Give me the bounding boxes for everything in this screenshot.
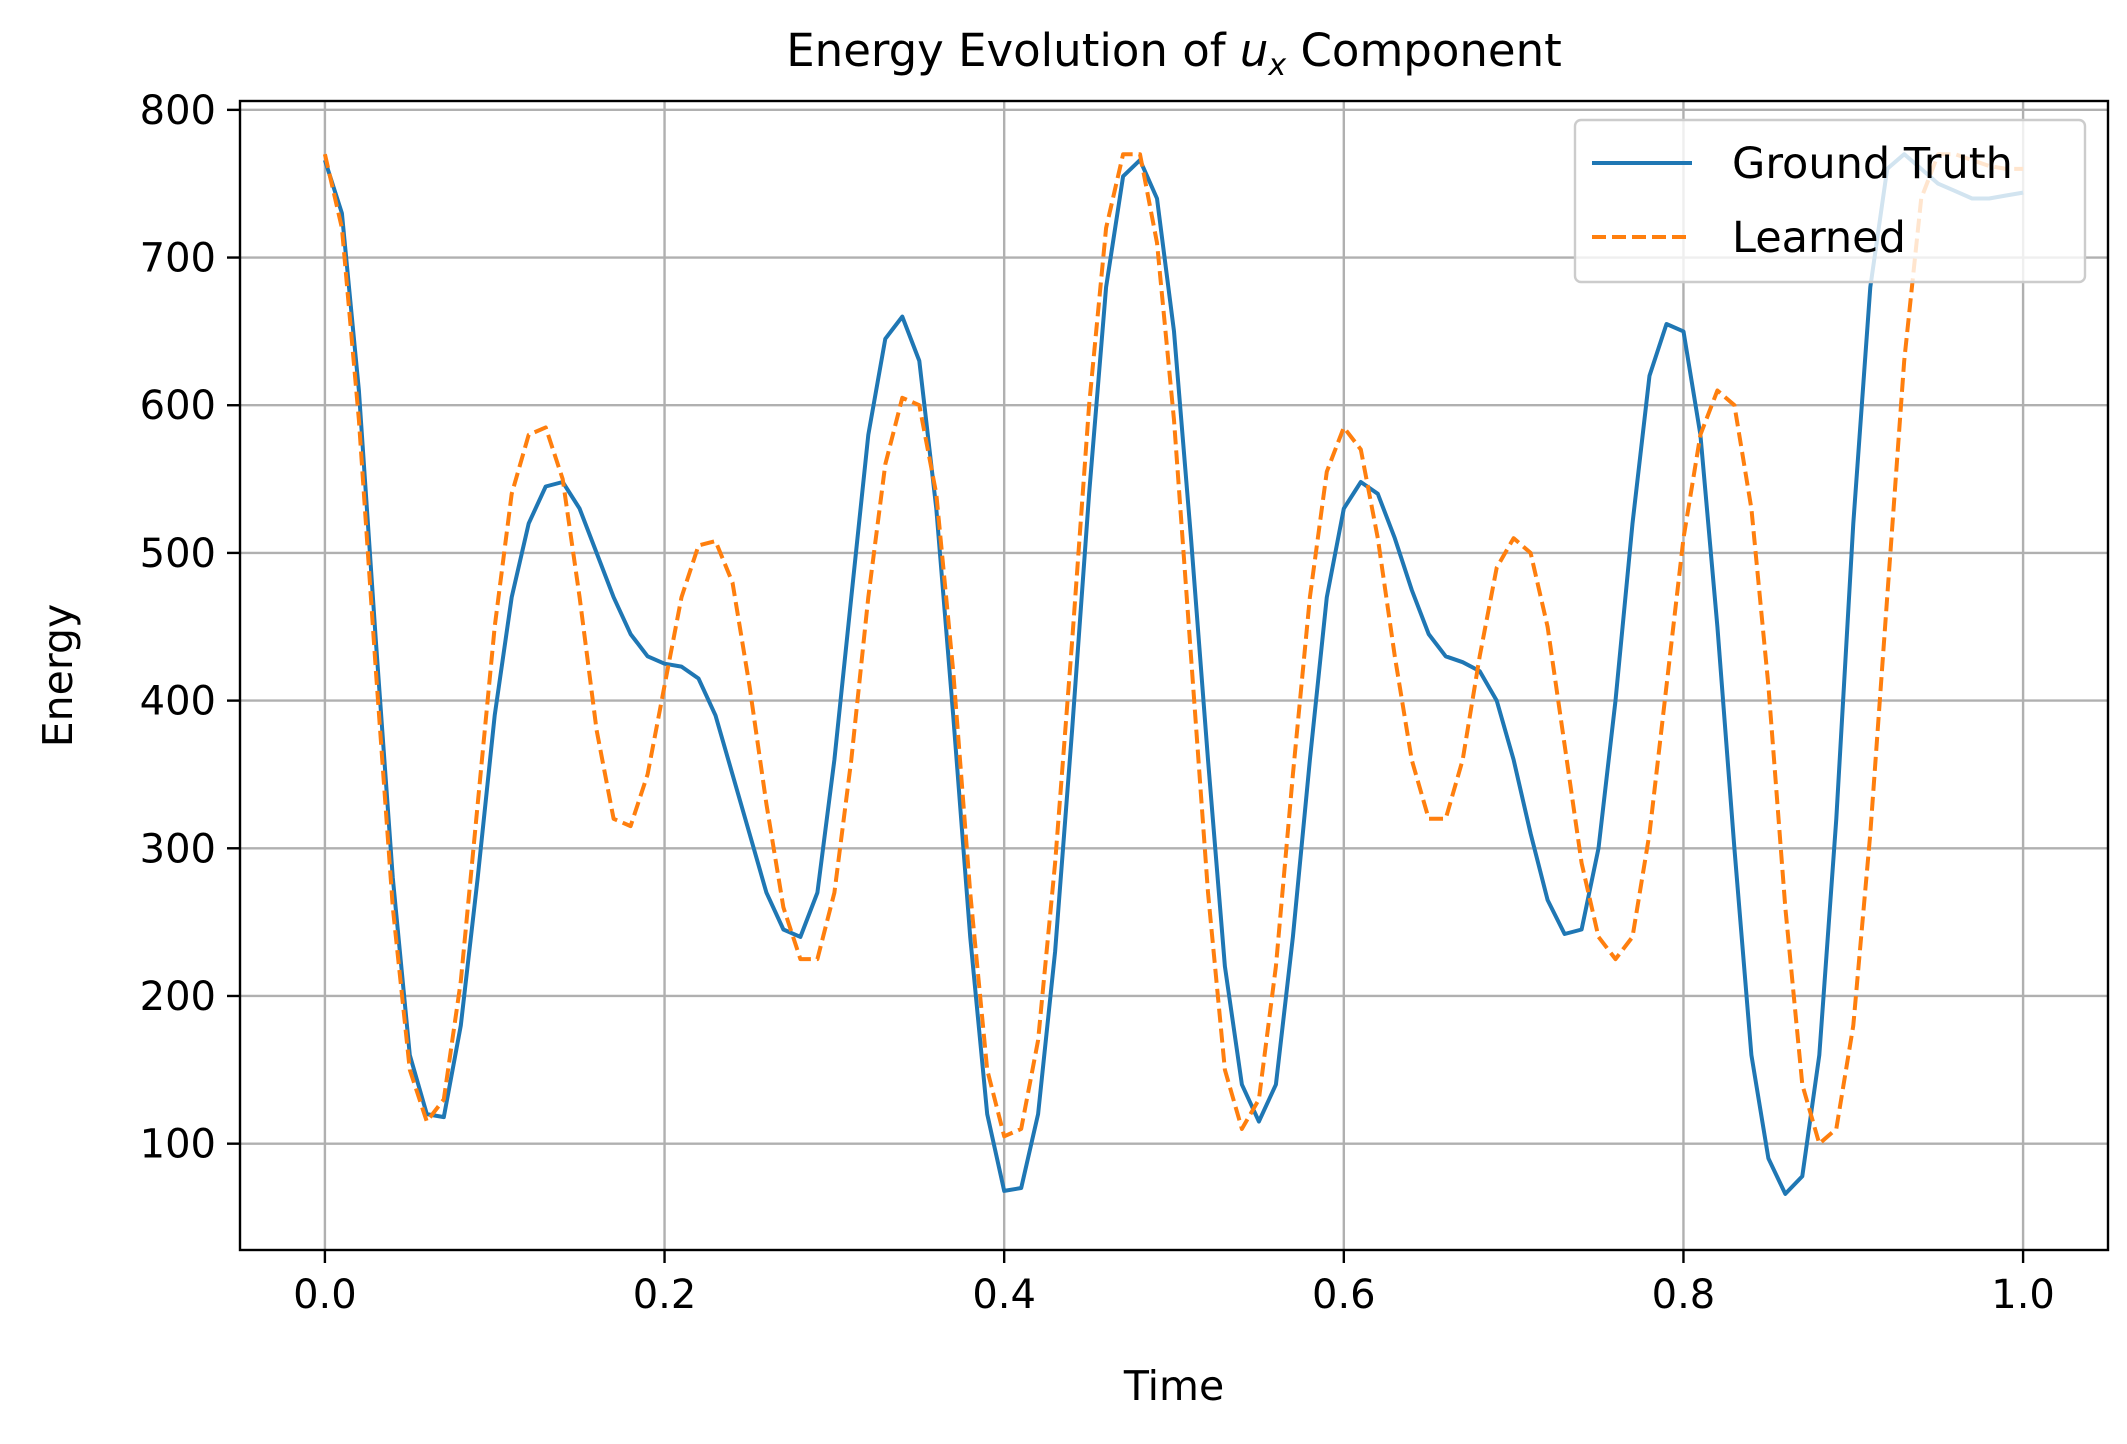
- y-tick-label: 500: [140, 531, 216, 577]
- legend-label-ground-truth: Ground Truth: [1732, 139, 2013, 189]
- title-suffix: Component: [1286, 24, 1562, 77]
- x-tick-label: 0.4: [972, 1272, 1036, 1318]
- title-prefix: Energy Evolution of: [786, 24, 1240, 77]
- y-tick-label: 200: [140, 974, 216, 1020]
- y-tick-label: 800: [140, 88, 216, 134]
- legend-label-learned: Learned: [1732, 213, 1906, 263]
- legend: Ground Truth Learned: [1573, 118, 2087, 284]
- y-tick-label: 600: [140, 383, 216, 429]
- x-axis-label: Time: [1123, 1362, 1224, 1410]
- axis-ticks: 0.0 0.2 0.4 0.6 0.8 1.0 100 200 300 400 500 600 700 8…: [140, 88, 2055, 1318]
- legend-box: [1573, 118, 2087, 284]
- plot-frame: [238, 99, 2110, 1252]
- series-line-ground-truth: [322, 152, 2024, 1196]
- y-tick-label: 100: [140, 1122, 216, 1168]
- chart-title: Energy Evolution of ux Component: [786, 24, 1562, 83]
- series-line-learned: [322, 152, 2024, 1146]
- x-tick-label: 1.0: [1991, 1272, 2055, 1318]
- x-tick-label: 0.0: [293, 1272, 357, 1318]
- y-axis-label: Energy: [34, 604, 82, 748]
- x-tick-label: 0.8: [1652, 1272, 1716, 1318]
- title-math-var: u: [1240, 24, 1269, 77]
- y-tick-label: 700: [140, 236, 216, 282]
- title-math-sub: x: [1267, 48, 1286, 83]
- series-lines: [322, 152, 2024, 1196]
- y-tick-label: 300: [140, 826, 216, 872]
- x-tick-label: 0.6: [1312, 1272, 1376, 1318]
- y-tick-label: 400: [140, 679, 216, 725]
- grid: [240, 101, 2108, 1250]
- x-tick-label: 0.2: [633, 1272, 697, 1318]
